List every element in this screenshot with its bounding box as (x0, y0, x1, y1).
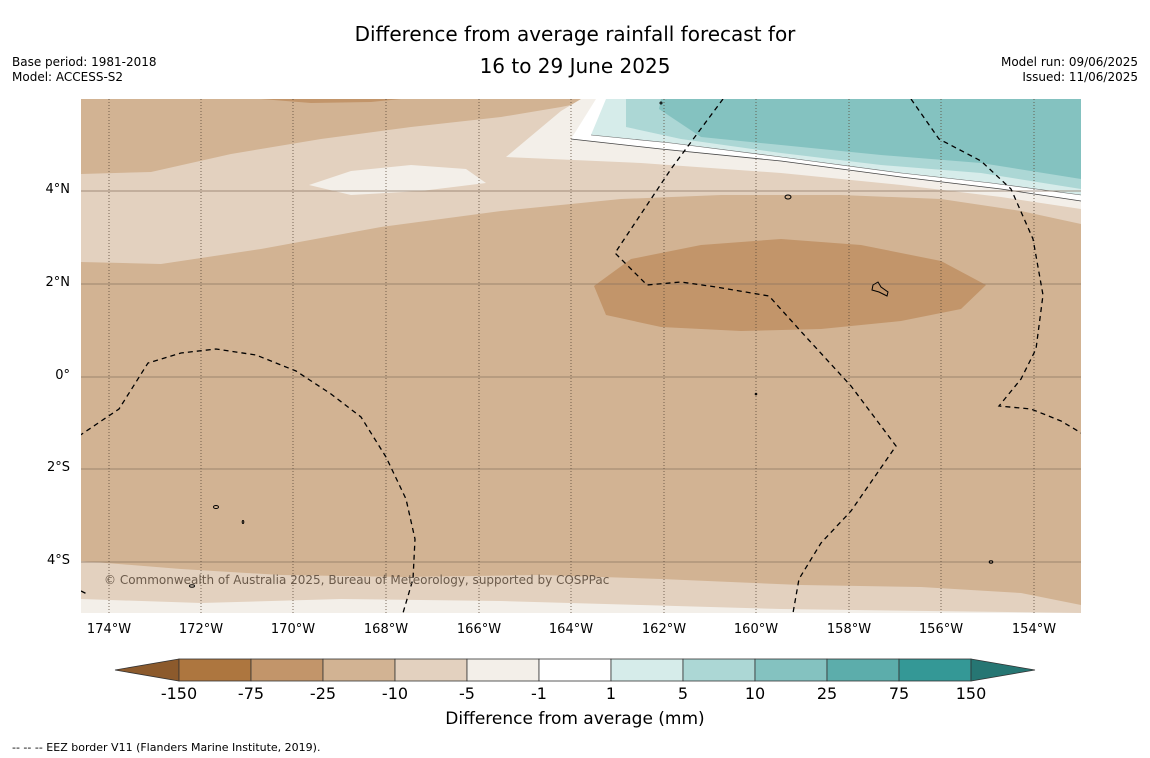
colorbar-tick-label: 150 (955, 684, 987, 703)
island-outline (659, 101, 663, 105)
title-line-1: Difference from average rainfall forecas… (354, 22, 796, 46)
anomaly-band-minus5-bottom (81, 599, 1081, 613)
lat-label: 2°S (46, 460, 70, 475)
map-title: Difference from average rainfall forecas… (0, 18, 1150, 82)
colorbar-segment (754, 658, 828, 682)
colorbar-tick-label: -25 (309, 684, 337, 703)
lon-label: 158°W (826, 622, 872, 637)
title-line-2: 16 to 29 June 2025 (479, 54, 671, 78)
lon-label: 166°W (456, 622, 502, 637)
colorbar-tick-label: -75 (237, 684, 265, 703)
lat-label: 4°S (46, 553, 70, 568)
colorbar (114, 658, 1036, 682)
anomaly-patch-top-left (261, 99, 401, 103)
colorbar-segment (610, 658, 684, 682)
meta-right: Model run: 09/06/2025 Issued: 11/06/2025 (1001, 55, 1138, 85)
anomaly-dry-centre (594, 239, 986, 331)
colorbar-arrow-high (970, 658, 1036, 682)
colorbar-segment (178, 658, 252, 682)
island-outline (241, 520, 245, 524)
island-outline (871, 281, 889, 297)
colorbar-segment (826, 658, 900, 682)
colorbar-segment (682, 658, 756, 682)
colorbar-tick-label: 1 (605, 684, 617, 703)
island-outline (189, 584, 195, 588)
lat-label: 4°N (45, 182, 71, 197)
colorbar-segment (250, 658, 324, 682)
rainfall-map (81, 99, 1081, 613)
eez-borders (81, 99, 1081, 613)
base-period: Base period: 1981-2018 (12, 55, 157, 69)
island-outline (988, 560, 994, 564)
colorbar-tick-label: 75 (888, 684, 910, 703)
colorbar-tick-label: -10 (381, 684, 409, 703)
colorbar-arrow-low (114, 658, 180, 682)
island-outline (784, 194, 792, 200)
islands (189, 101, 994, 588)
colorbar-segment (898, 658, 972, 682)
model-run: Model run: 09/06/2025 (1000, 55, 1138, 69)
meta-left: Base period: 1981-2018 Model: ACCESS-S2 (12, 55, 157, 85)
colorbar-segment (322, 658, 396, 682)
colorbar-segment (538, 658, 612, 682)
lon-label: 156°W (918, 622, 964, 637)
colorbar-tick-label: -150 (160, 684, 198, 703)
colorbar-tick-label: 5 (677, 684, 689, 703)
lon-label: 162°W (641, 622, 687, 637)
model-name: Model: ACCESS-S2 (12, 70, 124, 84)
lon-label: 168°W (363, 622, 409, 637)
lat-label: 0° (55, 368, 70, 383)
eez-footnote: -- -- -- EEZ border V11 (Flanders Marine… (12, 741, 321, 754)
lon-label: 170°W (270, 622, 316, 637)
lon-label: 154°W (1011, 622, 1057, 637)
lon-label: 160°W (733, 622, 779, 637)
copyright-notice: © Commonwealth of Australia 2025, Bureau… (104, 573, 610, 587)
anomaly-band-plus10 (659, 99, 1081, 179)
latitude-lines (81, 190, 1081, 563)
colorbar-tick-label: 25 (816, 684, 838, 703)
island-outline (754, 392, 758, 396)
anomaly-pale-patch (309, 165, 486, 195)
colorbar-title: Difference from average (mm) (445, 709, 705, 729)
lon-label: 172°W (178, 622, 224, 637)
colorbar-segment (466, 658, 540, 682)
colorbar-tick-label: -1 (531, 684, 547, 703)
lon-label: 164°W (548, 622, 594, 637)
colorbar-tick-label: -5 (459, 684, 475, 703)
island-outline (213, 505, 219, 509)
colorbar-tick-label: 10 (744, 684, 766, 703)
lat-label: 2°N (45, 275, 71, 290)
issued-date: Issued: 11/06/2025 (1022, 70, 1138, 84)
colorbar-segment (394, 658, 468, 682)
lon-label: 174°W (86, 622, 132, 637)
